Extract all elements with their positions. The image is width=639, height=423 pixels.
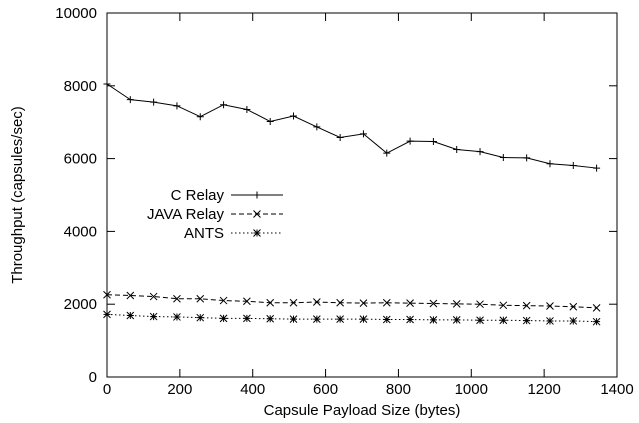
x-tick-label: 800 (386, 381, 411, 398)
data-point-ants (453, 316, 460, 323)
data-point-ants (477, 317, 484, 324)
legend-entry-java-relay: JAVA Relay (147, 206, 283, 223)
series-java-relay (104, 291, 601, 311)
data-point-ants (546, 317, 553, 324)
data-point-ants (150, 313, 157, 320)
series-c-relay (104, 80, 601, 171)
data-point-ants (173, 313, 180, 320)
series-line-java-relay (107, 295, 597, 308)
data-point-c-relay (290, 113, 297, 120)
y-tick-label: 10000 (55, 5, 97, 22)
data-point-ants (197, 314, 204, 321)
y-tick-label: 8000 (64, 78, 97, 95)
data-point-ants (127, 312, 134, 319)
data-point-ants (220, 315, 227, 322)
data-point-ants (383, 316, 390, 323)
data-point-ants (360, 316, 367, 323)
data-point-ants (313, 316, 320, 323)
data-point-ants (337, 316, 344, 323)
x-tick-label: 200 (167, 381, 192, 398)
data-point-java-relay (593, 304, 600, 311)
y-tick-label: 2000 (64, 296, 97, 313)
data-point-ants (104, 311, 111, 318)
data-point-ants (290, 316, 297, 323)
y-axis-label: Throughput (capsules/sec) (9, 106, 26, 284)
data-point-c-relay (197, 113, 204, 120)
x-tick-label: 1000 (455, 381, 488, 398)
legend-label-ants: ANTS (184, 225, 224, 242)
legend-marker-c-relay (254, 192, 261, 199)
data-point-c-relay (453, 146, 460, 153)
data-point-c-relay (313, 123, 320, 130)
data-point-c-relay (523, 154, 530, 161)
legend-label-java-relay: JAVA Relay (147, 206, 224, 223)
x-axis-label: Capsule Payload Size (bytes) (264, 402, 461, 419)
y-tick-label: 6000 (64, 151, 97, 168)
legend-entry-ants: ANTS (184, 225, 283, 242)
data-point-c-relay (570, 162, 577, 169)
data-point-ants (593, 318, 600, 325)
data-point-c-relay (407, 138, 414, 145)
data-point-c-relay (430, 138, 437, 145)
data-point-c-relay (337, 134, 344, 141)
data-point-ants (570, 317, 577, 324)
x-tick-label: 400 (240, 381, 265, 398)
data-point-c-relay (220, 101, 227, 108)
data-point-ants (430, 316, 437, 323)
data-point-c-relay (127, 96, 134, 103)
data-point-ants (500, 317, 507, 324)
data-point-c-relay (546, 160, 553, 167)
series-ants (104, 311, 601, 325)
legend-entry-c-relay: C Relay (171, 187, 283, 204)
legend-marker-ants (254, 230, 261, 237)
x-tick-label: 1400 (600, 381, 633, 398)
legend-label-c-relay: C Relay (171, 187, 225, 204)
legend: C Relay JAVA Relay ANTS (147, 187, 283, 242)
data-point-c-relay (104, 80, 111, 87)
series-line-c-relay (107, 84, 597, 168)
y-tick-label: 4000 (64, 223, 97, 240)
x-tick-label: 600 (313, 381, 338, 398)
data-point-ants (407, 316, 414, 323)
data-point-c-relay (243, 106, 250, 113)
data-point-c-relay (500, 154, 507, 161)
data-point-c-relay (150, 99, 157, 106)
data-point-ants (243, 315, 250, 322)
data-point-c-relay (477, 148, 484, 155)
data-point-ants (267, 315, 274, 322)
data-point-c-relay (593, 165, 600, 172)
y-tick-label: 0 (89, 369, 97, 386)
x-tick-label: 0 (103, 381, 111, 398)
data-point-ants (523, 317, 530, 324)
data-point-c-relay (267, 118, 274, 125)
data-point-c-relay (173, 102, 180, 109)
x-tick-label: 1200 (527, 381, 560, 398)
